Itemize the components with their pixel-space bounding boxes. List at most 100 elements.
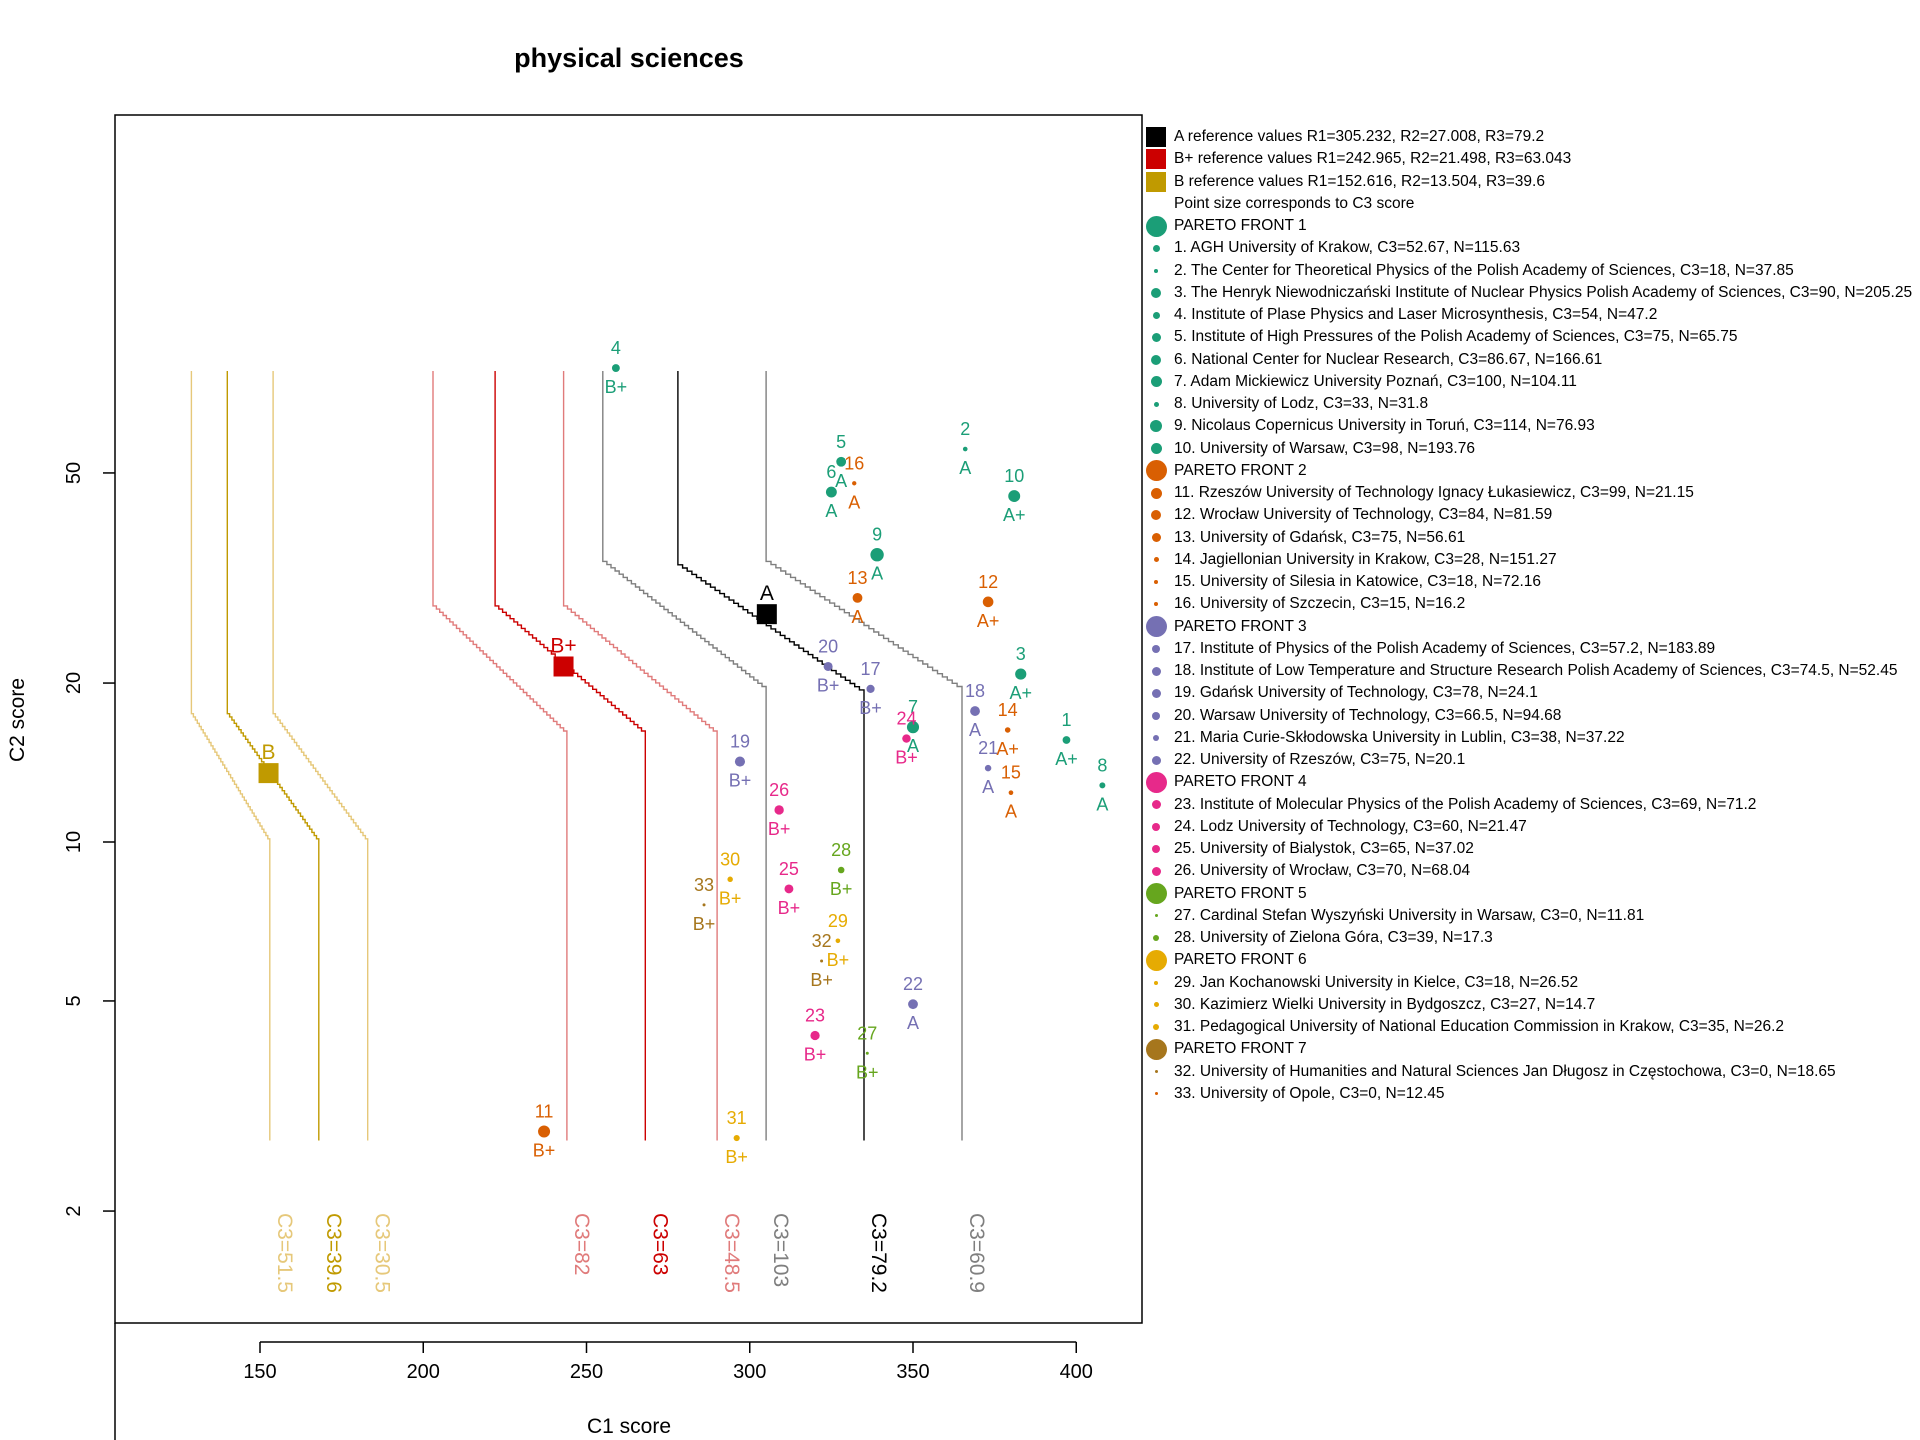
chart-title: physical sciences xyxy=(514,43,744,73)
y-tick-label: 20 xyxy=(63,672,85,694)
reference-curve-label: C3=63 xyxy=(648,1213,671,1275)
legend-text: 14. Jagiellonian University in Krakow, C… xyxy=(1174,550,1557,568)
data-point xyxy=(835,938,841,944)
point-id-label: 25 xyxy=(779,859,799,879)
legend-text: 23. Institute of Molecular Physics of th… xyxy=(1174,795,1757,813)
legend-swatch xyxy=(1152,311,1160,319)
data-point xyxy=(538,1125,551,1138)
legend-swatch xyxy=(1151,533,1161,542)
legend-swatch xyxy=(1154,268,1158,273)
point-id-label: 16 xyxy=(844,453,864,473)
point-id-label: 12 xyxy=(978,572,998,592)
y-axis-label: C2 score xyxy=(6,678,29,762)
point-grade-label: B+ xyxy=(830,879,853,899)
legend-swatch xyxy=(1152,845,1160,853)
legend-swatch xyxy=(1154,914,1158,918)
data-point xyxy=(970,706,980,716)
legend-text: PARETO FRONT 5 xyxy=(1174,884,1307,902)
data-point xyxy=(1004,727,1011,733)
reference-point-marker xyxy=(553,656,574,677)
legend-text: 8. University of Lodz, C3=33, N=31.8 xyxy=(1174,395,1429,412)
reference-curve xyxy=(677,371,865,1141)
data-point xyxy=(733,1134,740,1142)
legend-swatch xyxy=(1152,822,1160,831)
point-grade-label: A xyxy=(871,564,883,584)
point-id-label: 2 xyxy=(960,419,970,439)
data-point xyxy=(837,866,845,874)
point-id-label: 13 xyxy=(847,568,867,588)
point-id-label: 29 xyxy=(828,911,848,931)
point-grade-label: B+ xyxy=(817,675,840,695)
legend-text: 6. National Center for Nuclear Research,… xyxy=(1174,350,1603,368)
legend-swatch xyxy=(1150,443,1162,454)
legend-text: 10. University of Warsaw, C3=98, N=193.7… xyxy=(1174,439,1475,457)
point-id-label: 14 xyxy=(998,700,1018,720)
data-point xyxy=(902,734,911,743)
point-id-label: 32 xyxy=(812,931,832,951)
legend-text: 21. Maria Curie-Skłodowska University in… xyxy=(1174,728,1625,746)
legend-swatch xyxy=(1145,215,1167,237)
reference-curve xyxy=(602,371,767,1141)
legend-swatch xyxy=(1153,401,1159,407)
point-grade-label: A xyxy=(1005,802,1017,822)
data-point xyxy=(825,486,837,498)
legend-swatch xyxy=(1154,1070,1158,1073)
point-id-label: 24 xyxy=(896,709,916,729)
legend-swatch xyxy=(1146,149,1166,170)
reference-curve-label: C3=82 xyxy=(570,1213,593,1275)
legend-swatch xyxy=(1151,866,1161,876)
reference-curve-label: C3=60.9 xyxy=(965,1213,988,1293)
data-point xyxy=(908,999,918,1010)
point-grade-label: B+ xyxy=(810,970,833,990)
point-id-label: 15 xyxy=(1001,763,1021,783)
legend-swatch xyxy=(1151,755,1161,765)
point-id-label: 9 xyxy=(872,525,882,545)
reference-curve xyxy=(190,371,271,1141)
point-id-label: 6 xyxy=(826,462,836,482)
legend-text: 25. University of Bialystok, C3=65, N=37… xyxy=(1174,840,1474,857)
point-grade-label: B+ xyxy=(693,914,716,934)
legend-swatch xyxy=(1153,734,1159,741)
x-tick-label: 400 xyxy=(1060,1361,1093,1383)
legend-swatch xyxy=(1150,487,1162,499)
point-id-label: 28 xyxy=(831,840,851,860)
point-grade-label: A+ xyxy=(1003,505,1026,525)
point-grade-label: A xyxy=(969,720,981,740)
x-tick-label: 300 xyxy=(733,1361,766,1383)
point-id-label: 26 xyxy=(769,780,789,800)
point-grade-label: A xyxy=(959,458,971,478)
legend: A reference values R1=305.232, R2=27.008… xyxy=(1144,126,1920,1106)
data-point xyxy=(982,596,994,608)
point-id-label: 27 xyxy=(857,1023,877,1043)
reference-curve-label: C3=30.5 xyxy=(371,1213,394,1293)
reference-curve xyxy=(272,371,369,1141)
legend-swatch xyxy=(1151,666,1161,676)
legend-swatch xyxy=(1152,711,1160,720)
legend-swatch xyxy=(1154,980,1158,985)
reference-curve-label: C3=48.5 xyxy=(720,1213,743,1293)
point-grade-label: A+ xyxy=(1055,749,1078,769)
legend-text: B+ reference values R1=242.965, R2=21.49… xyxy=(1174,150,1572,168)
legend-swatch xyxy=(1151,510,1161,521)
legend-text: 29. Jan Kochanowski University in Kielce… xyxy=(1174,973,1579,991)
data-point xyxy=(865,1051,869,1055)
point-id-label: 5 xyxy=(836,432,846,452)
point-grade-label: B+ xyxy=(804,1045,827,1065)
point-grade-label: B+ xyxy=(856,1062,879,1082)
x-tick-label: 150 xyxy=(243,1361,276,1383)
data-point xyxy=(1062,736,1071,744)
y-tick-label: 2 xyxy=(63,1205,85,1216)
data-point xyxy=(727,876,733,882)
point-grade-label: B+ xyxy=(605,377,628,397)
legend-text: 27. Cardinal Stefan Wyszyński University… xyxy=(1174,906,1645,924)
reference-curve xyxy=(765,371,963,1141)
legend-swatch xyxy=(1152,644,1160,653)
legend-swatch xyxy=(1151,354,1161,365)
data-point xyxy=(702,903,706,907)
legend-text: 1. AGH University of Krakow, C3=52.67, N… xyxy=(1174,239,1521,257)
legend-text: 22. University of Rzeszów, C3=75, N=20.1 xyxy=(1174,751,1466,768)
data-point xyxy=(774,805,784,815)
data-point xyxy=(1008,490,1021,503)
